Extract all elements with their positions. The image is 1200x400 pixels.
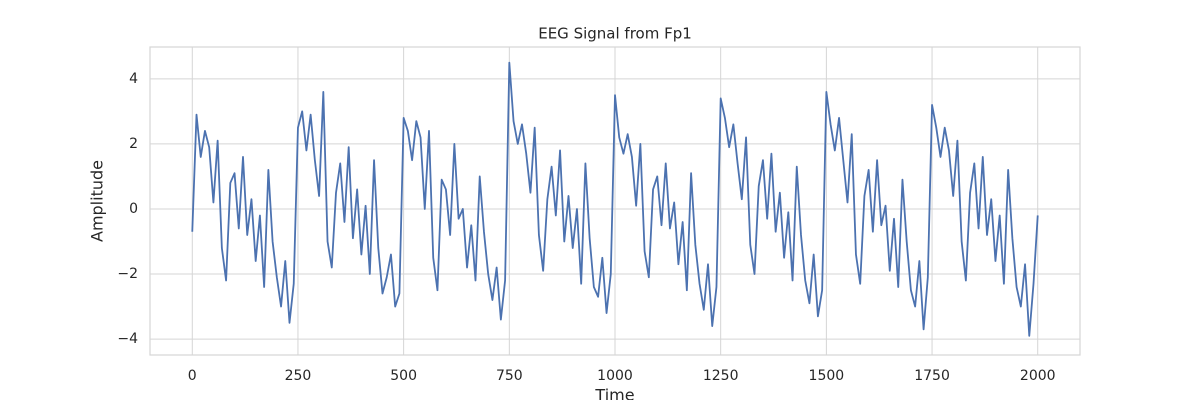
x-tick-label: 500 bbox=[390, 368, 417, 384]
y-tick-label: −2 bbox=[117, 266, 138, 282]
y-tick-label: 4 bbox=[129, 71, 138, 87]
x-tick-label: 750 bbox=[496, 368, 523, 384]
y-axis-label: Amplitude bbox=[88, 160, 107, 242]
chart-title: EEG Signal from Fp1 bbox=[538, 25, 692, 43]
x-tick-label: 250 bbox=[285, 368, 312, 384]
plot-frame bbox=[149, 46, 1081, 356]
x-tick-label: 2000 bbox=[1020, 368, 1056, 384]
x-tick-label: 1750 bbox=[914, 368, 950, 384]
x-tick-label: 0 bbox=[188, 368, 197, 384]
x-tick-label: 1000 bbox=[597, 368, 633, 384]
x-tick-label: 1250 bbox=[703, 368, 739, 384]
y-tick-label: −4 bbox=[117, 331, 138, 347]
signal-line bbox=[191, 61, 1039, 337]
y-tick-label: 2 bbox=[129, 136, 138, 152]
y-tick-label: 0 bbox=[129, 201, 138, 217]
x-axis-label: Time bbox=[594, 386, 634, 400]
x-tick-label: 1500 bbox=[809, 368, 845, 384]
